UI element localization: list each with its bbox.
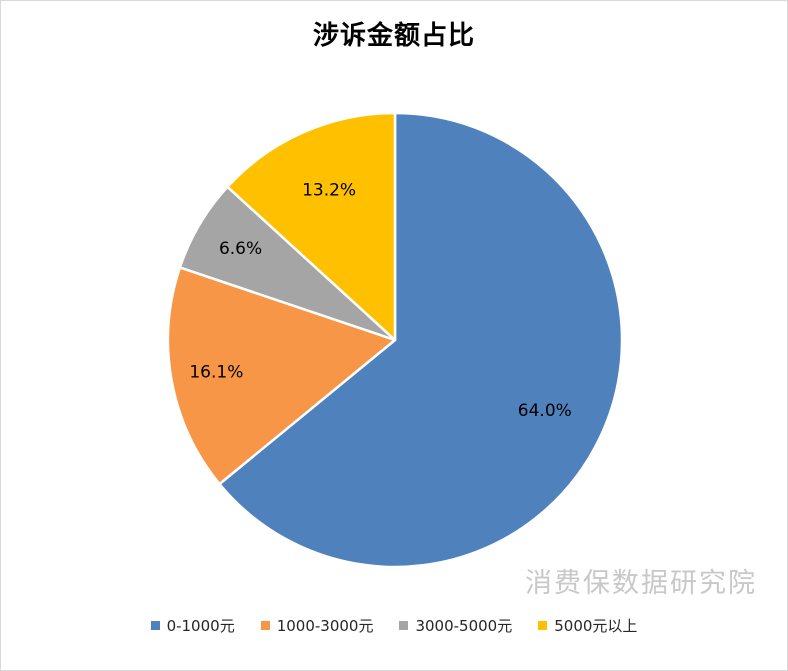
legend-label: 1000-3000元 bbox=[276, 617, 374, 635]
pie-slice-0 bbox=[218, 111, 624, 569]
legend-swatch bbox=[399, 621, 409, 630]
data-label-1: 16.1% bbox=[189, 363, 243, 383]
legend-item-5000-plus: 5000元以上 bbox=[538, 615, 637, 636]
data-label-0: 64.0% bbox=[518, 401, 572, 421]
legend-swatch bbox=[538, 621, 548, 630]
data-label-2: 6.6% bbox=[219, 239, 262, 259]
legend-label: 0-1000元 bbox=[166, 617, 235, 635]
legend-label: 5000元以上 bbox=[554, 617, 638, 635]
legend-item-0-1000: 0-1000元 bbox=[150, 615, 235, 636]
legend-item-1000-3000: 1000-3000元 bbox=[260, 615, 374, 636]
pie-slices bbox=[166, 111, 624, 569]
pie-slice-3 bbox=[226, 111, 397, 342]
watermark: 消费保数据研究院 bbox=[525, 568, 757, 599]
data-label-3: 13.2% bbox=[302, 180, 356, 200]
legend-item-3000-5000: 3000-5000元 bbox=[399, 615, 512, 636]
pie-chart: 64.0% 16.1% 6.6% 13.2% bbox=[166, 111, 624, 569]
legend: 0-1000元 1000-3000元 3000-5000元 5000元以上 bbox=[1, 615, 787, 636]
legend-swatch bbox=[150, 621, 160, 630]
pie-data-labels: 64.0% 16.1% 6.6% 13.2% bbox=[189, 180, 571, 420]
chart-title: 涉诉金额占比 bbox=[312, 21, 475, 51]
legend-swatch bbox=[260, 621, 270, 630]
legend-label: 3000-5000元 bbox=[415, 617, 513, 635]
